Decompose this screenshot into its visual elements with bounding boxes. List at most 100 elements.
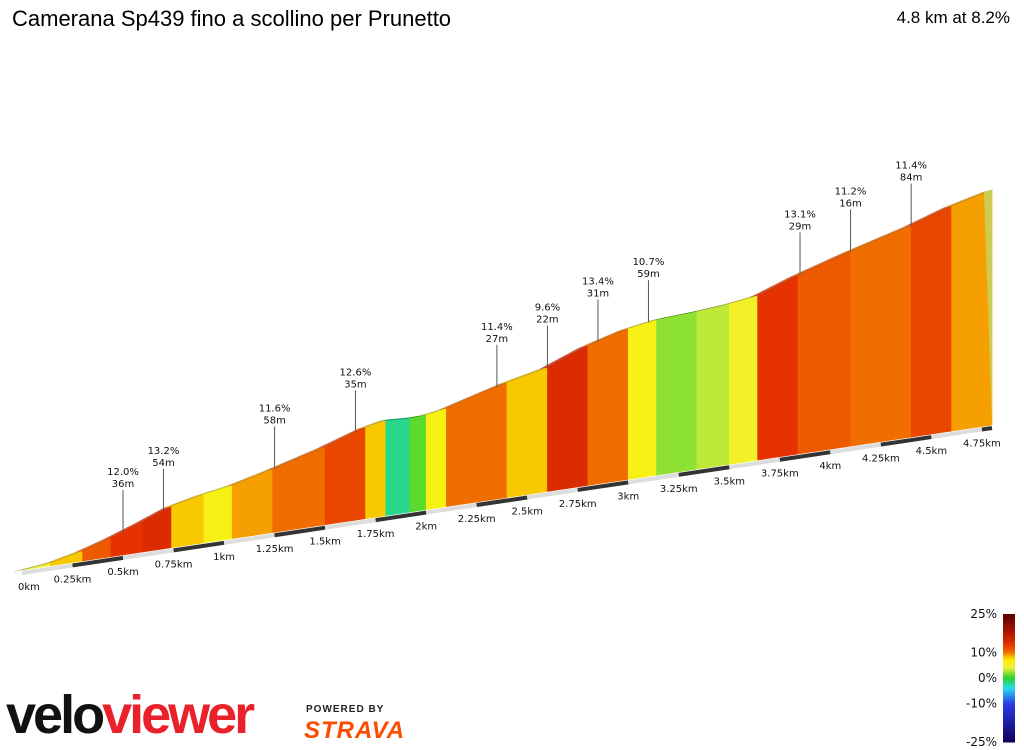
gradient-slice: [906, 225, 912, 439]
gradient-slice: [789, 276, 795, 456]
gradient-slice: [563, 356, 568, 490]
gradient-slice: [838, 254, 843, 449]
gradient-slice: [927, 215, 932, 436]
gradient-slice: [433, 410, 439, 509]
gradient-slice: [696, 309, 702, 470]
gradient-slice: [522, 374, 528, 496]
legend-color-step: [1003, 734, 1015, 737]
gradient-slice: [587, 343, 593, 486]
legend-color-step: [1003, 615, 1015, 618]
gradient-slice: [227, 484, 233, 540]
gradient-slice: [385, 419, 391, 516]
gradient-slice: [106, 537, 112, 558]
annotation-length: 22m: [536, 315, 558, 326]
gradient-slice: [122, 529, 128, 556]
gradient-slice: [547, 364, 552, 492]
annotation-length: 58m: [263, 415, 285, 426]
annotation-length: 36m: [112, 479, 134, 490]
legend-label: -25%: [966, 735, 997, 749]
gradient-slice: [316, 448, 322, 527]
gradient-slice: [781, 281, 787, 457]
legend-color-step: [1003, 647, 1015, 650]
gradient-slice: [336, 438, 342, 524]
distance-scale-segment: [526, 487, 579, 500]
gradient-slice: [526, 373, 532, 495]
gradient-slice: [745, 297, 750, 463]
gradient-slice: [78, 550, 83, 562]
gradient-slice: [462, 399, 467, 505]
gradient-slice: [716, 305, 722, 467]
gradient-slice: [199, 493, 205, 544]
legend-color-step: [1003, 697, 1015, 699]
gradient-slice: [373, 422, 378, 518]
gradient-slice: [846, 250, 851, 448]
gradient-slice: [429, 411, 435, 510]
gradient-slice: [118, 531, 124, 556]
gradient-slice: [684, 312, 690, 472]
legend-color-step: [1003, 629, 1015, 632]
gradient-slice: [340, 436, 346, 523]
gradient-slice: [878, 237, 884, 443]
gradient-slice: [163, 508, 168, 550]
x-tick-label: 3.25km: [660, 484, 698, 495]
x-tick-label: 0.75km: [155, 559, 193, 570]
gradient-slice: [894, 230, 900, 440]
gradient-slice: [191, 496, 197, 545]
legend-color-step: [1003, 638, 1015, 641]
legend-label: 0%: [978, 671, 997, 685]
legend-color-step: [1003, 675, 1015, 678]
gradient-slice: [777, 283, 783, 458]
legend-color-step: [1003, 713, 1015, 716]
annotation-grade: 12.6%: [340, 367, 372, 378]
gradient-slice: [256, 473, 261, 536]
annotation-grade: 11.6%: [259, 403, 291, 414]
gradient-slice: [534, 370, 540, 494]
gradient-slice: [672, 314, 678, 474]
legend-color-step: [1003, 684, 1015, 687]
gradient-slice: [914, 221, 920, 437]
gradient-slice: [458, 401, 463, 506]
gradient-slice: [332, 440, 338, 524]
gradient-slice: [130, 525, 136, 555]
gradient-slice: [797, 272, 803, 455]
gradient-slice: [712, 306, 718, 468]
gradient-slice: [943, 207, 948, 433]
legend-color-step: [1003, 731, 1015, 734]
gradient-slice: [211, 489, 217, 542]
gradient-slice: [733, 300, 738, 465]
gradient-slice: [328, 442, 334, 525]
legend-color-step: [1003, 667, 1015, 670]
gradient-slice: [260, 472, 265, 535]
legend-color-step: [1003, 717, 1015, 720]
gradient-slice: [514, 377, 520, 497]
gradient-slice: [724, 303, 730, 466]
legend-color-step: [1003, 669, 1015, 671]
gradient-slice: [817, 263, 823, 452]
climb-summary: 4.8 km at 8.2%: [896, 8, 1010, 27]
gradient-slice: [631, 325, 637, 480]
gradient-slice: [627, 326, 633, 480]
annotation-grade: 11.2%: [835, 186, 867, 197]
gradient-slice: [854, 247, 859, 446]
x-tick-label: 4.5km: [916, 446, 947, 457]
gradient-slice: [825, 260, 831, 451]
gradient-slice: [644, 321, 649, 478]
gradient-slice: [757, 293, 762, 461]
legend-color-step: [1003, 617, 1015, 620]
gradient-slice: [284, 461, 290, 532]
gradient-slice: [539, 368, 544, 494]
gradient-slice: [793, 274, 799, 455]
legend-color-step: [1003, 628, 1015, 630]
gradient-slice: [248, 476, 253, 537]
gradient-slice: [349, 432, 354, 522]
gradient-slice: [886, 233, 892, 442]
legend-color-step: [1003, 644, 1015, 647]
gradient-slice: [300, 455, 306, 529]
gradient-slice: [890, 232, 896, 441]
x-tick-label: 0.25km: [54, 574, 92, 585]
legend-color-step: [1003, 637, 1015, 639]
gradient-slice: [898, 228, 904, 440]
distance-scale-segment: [223, 533, 275, 545]
gradient-slice: [187, 498, 193, 546]
